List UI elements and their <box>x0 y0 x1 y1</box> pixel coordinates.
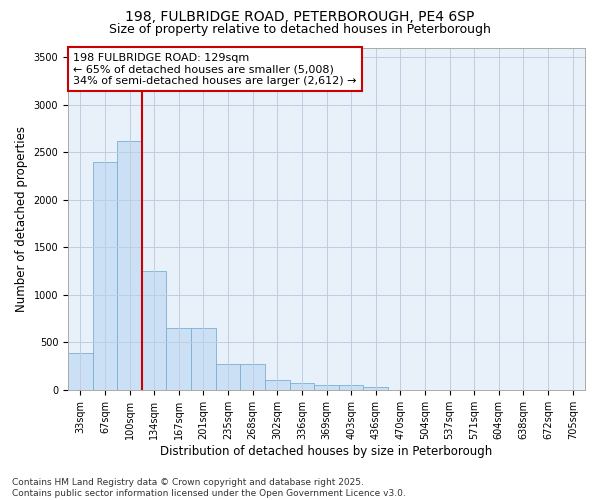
Bar <box>191 328 216 390</box>
Bar <box>364 387 388 390</box>
Bar <box>241 364 265 390</box>
X-axis label: Distribution of detached houses by size in Peterborough: Distribution of detached houses by size … <box>160 444 493 458</box>
Text: 198, FULBRIDGE ROAD, PETERBOROUGH, PE4 6SP: 198, FULBRIDGE ROAD, PETERBOROUGH, PE4 6… <box>125 10 475 24</box>
Y-axis label: Number of detached properties: Number of detached properties <box>15 126 28 312</box>
Text: Contains HM Land Registry data © Crown copyright and database right 2025.
Contai: Contains HM Land Registry data © Crown c… <box>12 478 406 498</box>
Bar <box>166 328 191 390</box>
Text: Size of property relative to detached houses in Peterborough: Size of property relative to detached ho… <box>109 22 491 36</box>
Bar <box>68 353 92 390</box>
Bar <box>314 385 339 390</box>
Text: 198 FULBRIDGE ROAD: 129sqm
← 65% of detached houses are smaller (5,008)
34% of s: 198 FULBRIDGE ROAD: 129sqm ← 65% of deta… <box>73 52 356 86</box>
Bar <box>265 380 290 390</box>
Bar <box>142 271 166 390</box>
Bar <box>290 383 314 390</box>
Bar <box>216 364 241 390</box>
Bar <box>339 385 364 390</box>
Bar <box>117 140 142 390</box>
Bar <box>92 162 117 390</box>
